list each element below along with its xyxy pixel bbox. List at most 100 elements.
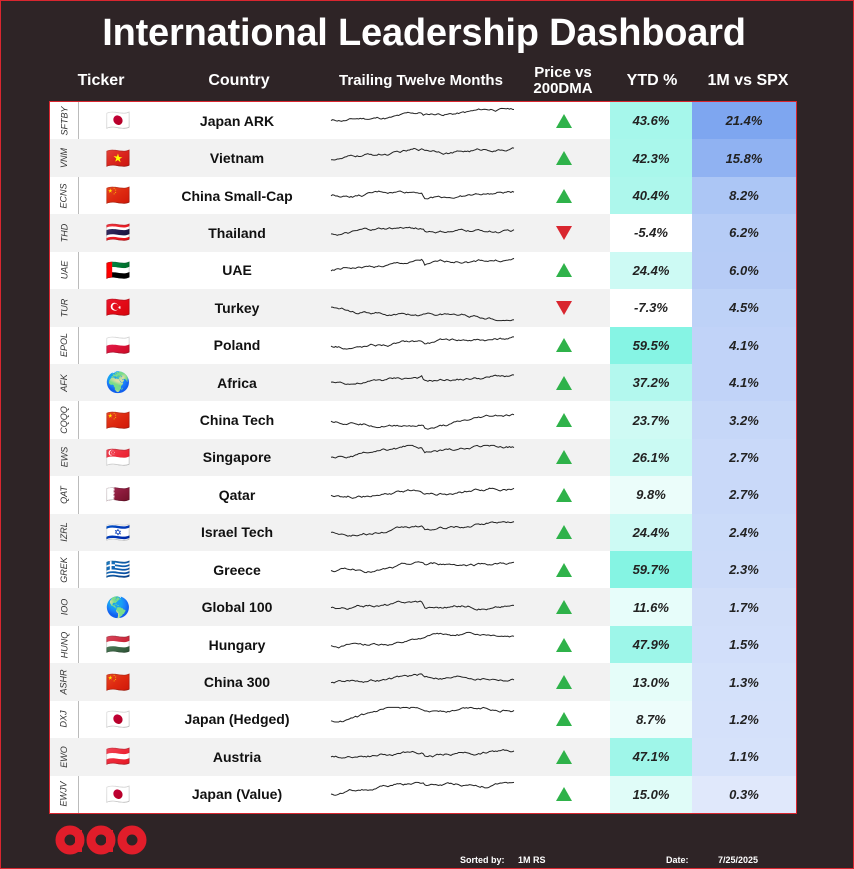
data-table: SFTBY 🇯🇵 Japan ARK 43.6% 21.4% VNM 🇻🇳 Vietnam 42… (49, 101, 797, 814)
table-row: AFK 🌍 Africa 37.2% 4.1% (50, 363, 796, 402)
sparkline-series (330, 374, 515, 386)
rs-cell-text: 21.4% (725, 113, 763, 129)
country-cell: Greece (182, 551, 292, 588)
flag-icon-text: 🇮🇱 (105, 521, 131, 544)
flag-icon: 🌍 (100, 364, 136, 401)
ytd-cell-text: -7.3% (634, 300, 668, 316)
sparkline-series (330, 336, 514, 350)
rs-cell: 4.1% (692, 363, 796, 402)
rs-cell-text: 1.5% (729, 637, 759, 653)
up-triangle-icon (556, 749, 572, 764)
rs-cell: 6.2% (692, 214, 796, 252)
rs-cell-text: 1.2% (729, 711, 759, 727)
ticker-cell-text: SFTBY (59, 106, 70, 136)
ticker-cell-text: EWS (58, 447, 69, 468)
table-row: TUR 🇹🇷 Turkey -7.3% 4.5% (50, 289, 796, 327)
rs-cell-text: 2.7% (729, 449, 759, 465)
ytd-cell: -5.4% (610, 214, 692, 252)
up-arrow-icon (550, 476, 578, 513)
ytd-cell-text: 42.3% (632, 150, 670, 166)
flag-icon-text: 🇵🇱 (105, 334, 131, 357)
table-row: IOO 🌎 Global 100 11.6% 1.7% (50, 588, 796, 626)
country-cell: China Small-Cap (181, 177, 293, 214)
up-triangle-icon (556, 600, 572, 615)
country-cell-text: China 300 (203, 674, 271, 691)
ytd-cell: 8.7% (610, 700, 692, 739)
ticker-cell-text: DXJ (58, 710, 69, 728)
table-row: ECNS 🇨🇳 China Small-Cap 40.4% 8.2% (50, 176, 796, 215)
country-cell-text: Israel Tech (200, 524, 274, 541)
ticker-cell-text: EWO (59, 746, 69, 768)
flag-icon: 🇭🇺 (100, 626, 136, 663)
rs-cell-text: 2.7% (729, 487, 759, 503)
flag-icon-text: 🇶🇦 (105, 484, 131, 507)
sparkline-svg (330, 781, 515, 796)
up-arrow-icon (550, 177, 578, 214)
ytd-cell: 59.7% (610, 551, 692, 589)
rs-cell-text: 2.3% (729, 562, 759, 578)
country-cell-text: China Small-Cap (181, 187, 293, 204)
ytd-cell-text: 24.4% (632, 262, 670, 278)
dma-marker (556, 225, 572, 240)
sparkline-svg (330, 336, 514, 350)
country-cell: Thailand (182, 214, 292, 251)
country-cell-text: Qatar (218, 486, 256, 503)
country-cell: Japan (Value) (182, 776, 292, 813)
sparkline-series (330, 672, 515, 683)
rs-cell-text: 8.2% (729, 188, 759, 204)
ytd-cell-text: 59.7% (632, 562, 670, 578)
up-triangle-icon (556, 413, 572, 428)
ytd-cell: 13.0% (610, 663, 692, 701)
sparkline-chart (330, 626, 515, 663)
dma-marker (556, 151, 572, 166)
sparkline-series (330, 631, 515, 649)
rs-cell: 8.2% (692, 176, 796, 215)
sparkline-chart (330, 738, 515, 775)
ytd-cell: 42.3% (610, 139, 692, 177)
brand-logo (55, 825, 147, 855)
table-row: SFTBY 🇯🇵 Japan ARK 43.6% 21.4% (50, 102, 796, 140)
down-arrow-icon (550, 289, 578, 326)
sparkline-svg (330, 444, 515, 459)
rs-cell: 4.5% (692, 289, 796, 327)
sparkline-svg (331, 146, 515, 161)
flag-icon: 🇦🇹 (100, 738, 136, 775)
rs-cell: 2.3% (692, 551, 796, 589)
rs-cell-text: 2.4% (729, 524, 759, 540)
sparkline-svg (330, 190, 515, 200)
ytd-cell: 24.4% (610, 513, 692, 552)
ticker-cell-text: EWJV (58, 781, 69, 807)
dma-marker (556, 450, 572, 465)
ytd-cell: 26.1% (610, 438, 692, 477)
rs-cell-text: 1.3% (729, 674, 759, 690)
up-triangle-icon (556, 637, 572, 652)
up-arrow-icon (550, 252, 578, 289)
sparkline-chart (330, 252, 515, 289)
up-triangle-icon (556, 375, 572, 390)
country-cell: Poland (182, 327, 292, 364)
country-cell: Global 100 (182, 588, 292, 625)
flag-icon-text: 🌍 (105, 372, 131, 395)
sparkline-svg (330, 227, 515, 237)
table-row: GREK 🇬🇷 Greece 59.7% 2.3% (50, 551, 796, 589)
ticker-cell-text: UAE (58, 261, 69, 280)
dma-marker (556, 188, 572, 203)
up-triangle-icon (556, 787, 572, 802)
table-row: EWO 🇦🇹 Austria 47.1% 1.1% (50, 738, 796, 776)
dma-marker (556, 712, 572, 727)
ticker-cell: AFK (50, 364, 78, 401)
up-arrow-icon (550, 588, 578, 625)
ytd-cell: 24.4% (610, 251, 692, 290)
ticker-cell-text: VNM (59, 148, 69, 169)
flag-icon: 🇵🇱 (100, 327, 136, 364)
up-arrow-icon (550, 514, 578, 551)
flag-icon-text: 🌎 (105, 596, 131, 619)
up-arrow-icon (550, 701, 578, 738)
sparkline-chart (330, 476, 515, 513)
sparkline-svg (330, 706, 515, 723)
country-cell: Singapore (182, 439, 292, 476)
flag-icon: 🇨🇳 (100, 401, 136, 438)
sparkline-series (330, 781, 515, 796)
ticker-cell-text: TUR (59, 298, 69, 318)
country-cell-text: Africa (217, 374, 257, 391)
